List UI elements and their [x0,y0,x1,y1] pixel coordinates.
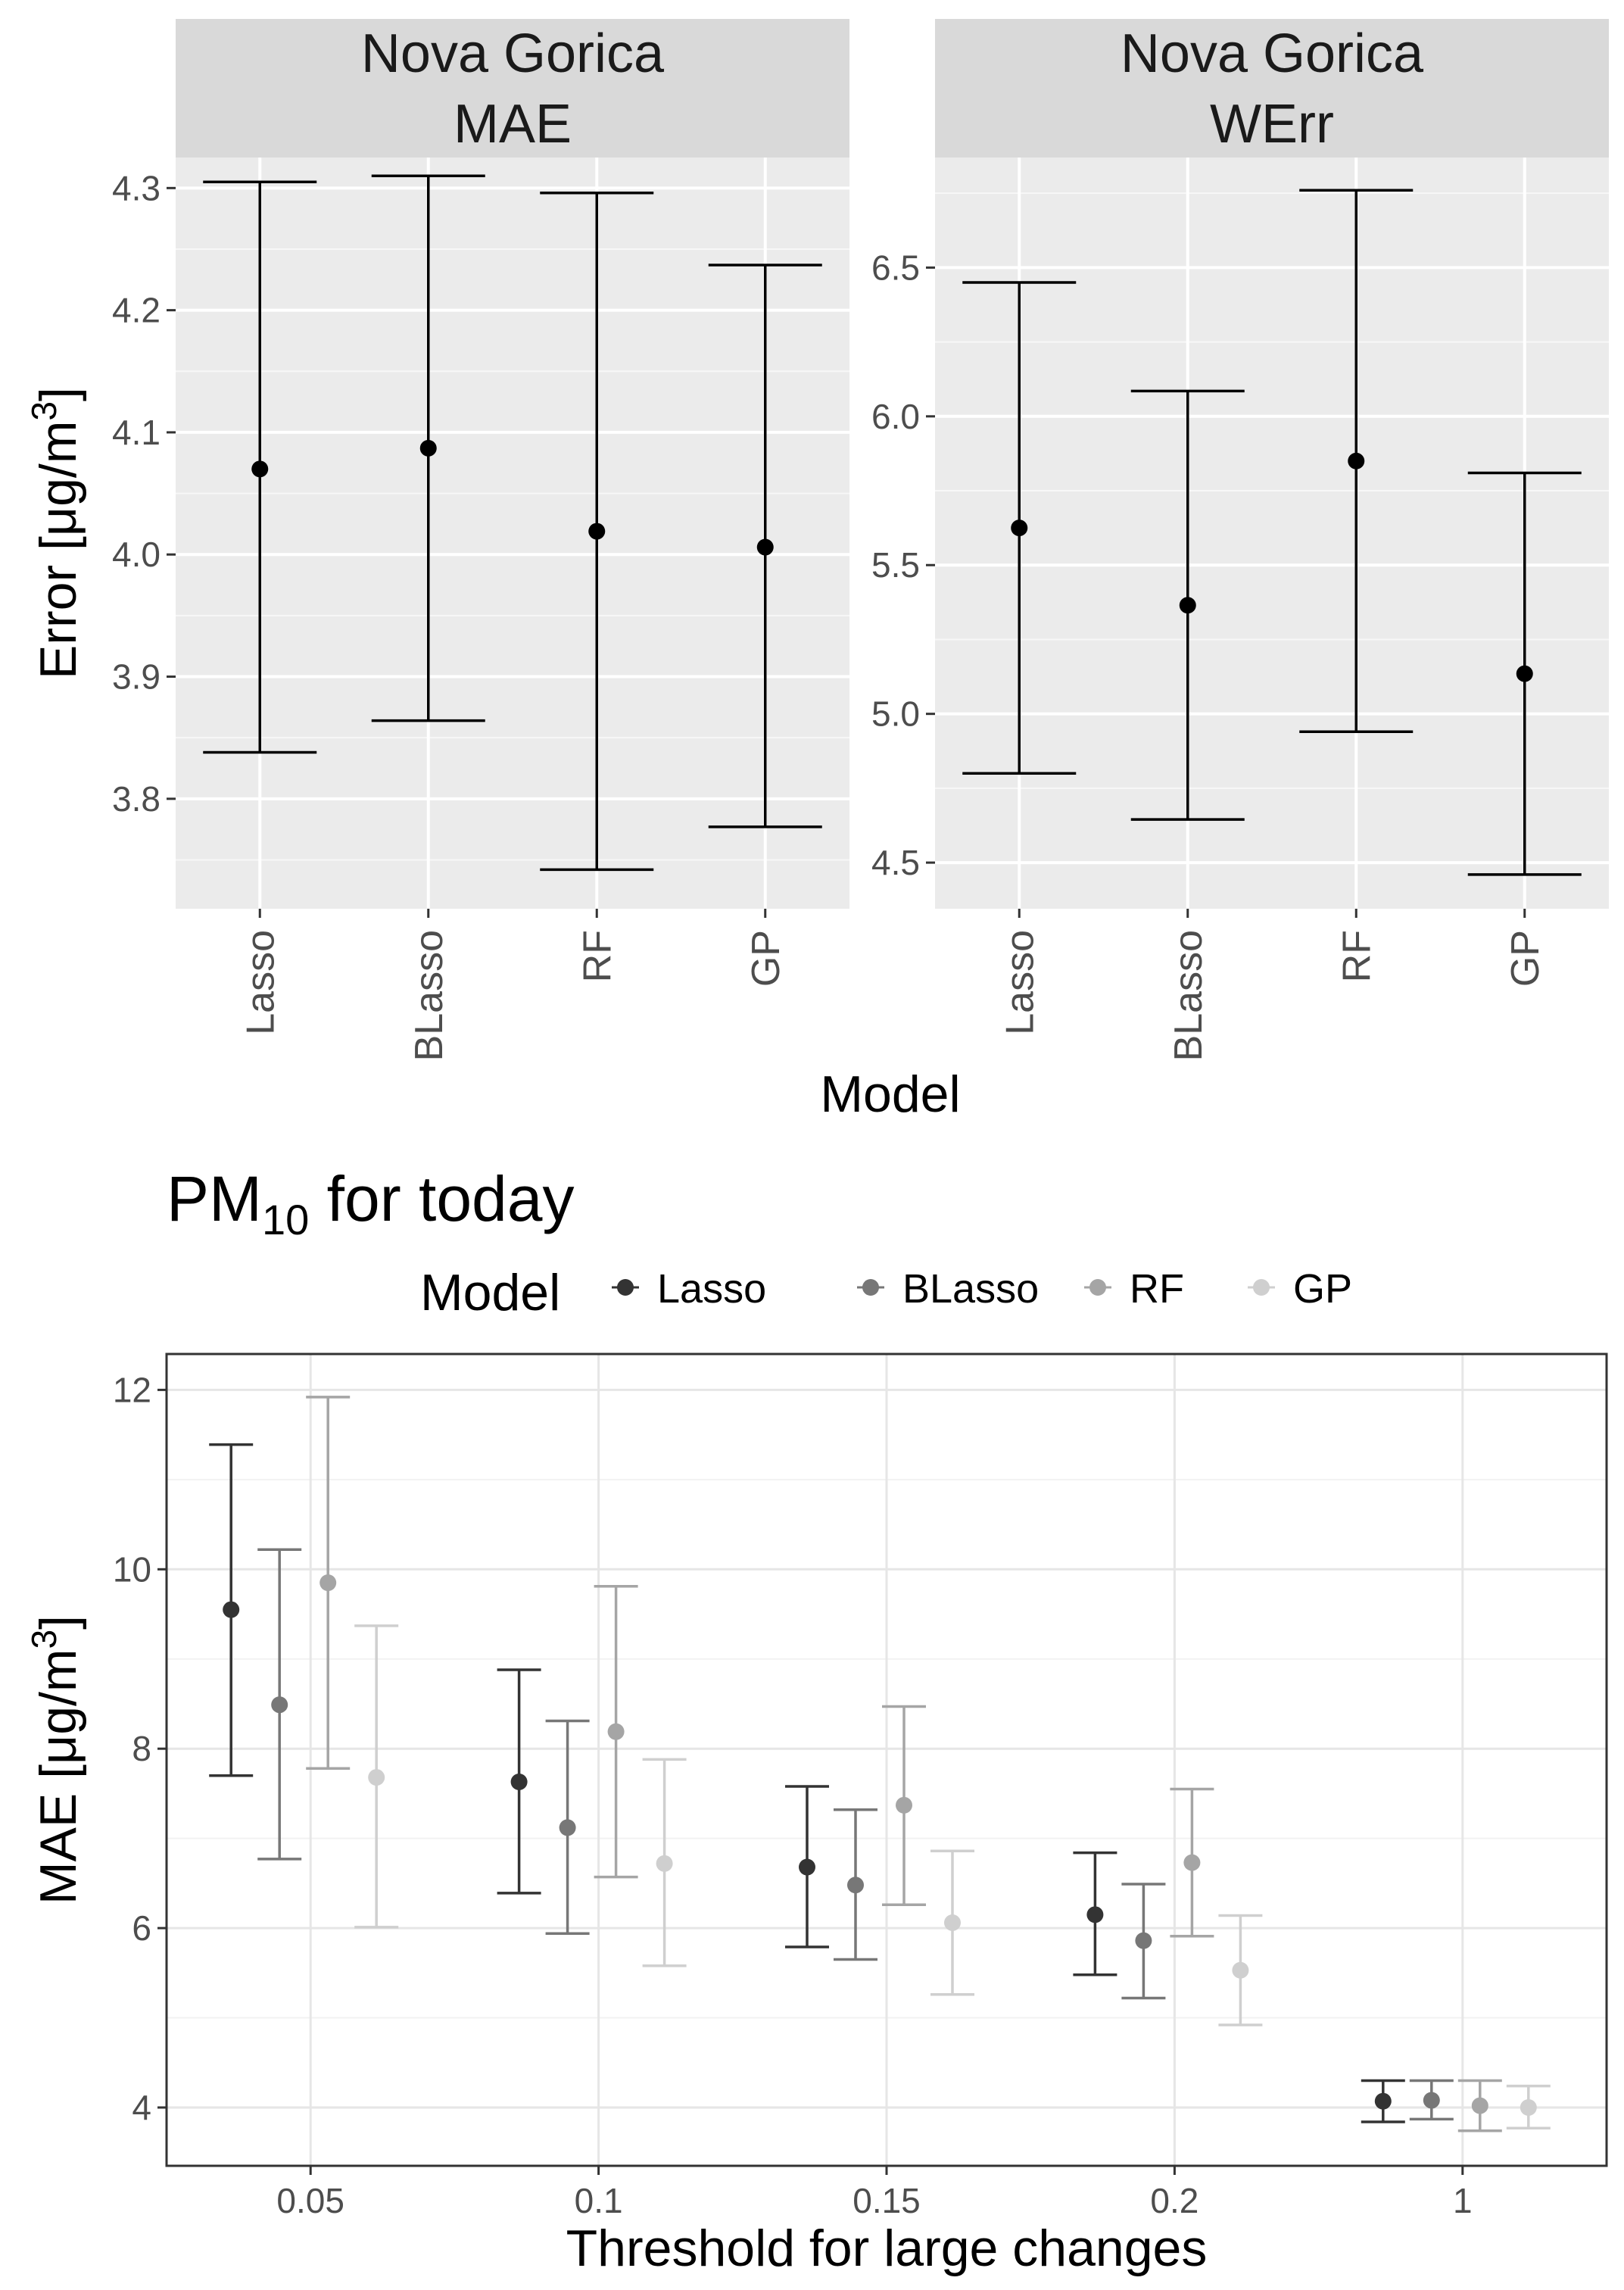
x-tick-label: Lasso [998,930,1042,1035]
mean-point [799,1858,815,1876]
y-tick-label: 6.0 [871,397,920,436]
mean-point [1516,665,1533,682]
mean-point [1232,1961,1249,1979]
mean-point [251,460,269,478]
mean-point [1183,1854,1201,1871]
y-tick-label: 4 [132,2088,151,2127]
legend-key-point [1089,1279,1106,1296]
mean-point [1374,2092,1392,2110]
y-tick-label: 4.5 [871,843,920,882]
mean-point [1348,452,1365,470]
mean-point [223,1601,240,1618]
mean-point [1011,519,1028,537]
plot-title: PM10 for today [167,1163,575,1243]
y-axis-title-end: ] [30,387,87,401]
y-axis-title-end: ] [30,1615,87,1630]
mean-point [756,538,774,556]
y-axis-title-main: MAE [μg/m [30,1649,87,1905]
y-tick-label: 3.9 [112,657,161,697]
x-axis-title: Threshold for large changes [566,2220,1208,2277]
panel-background [176,158,849,909]
x-tick-label: 0.1 [575,2181,623,2220]
y-tick-label: 5.5 [871,545,920,585]
facet-strip [935,19,1609,158]
facet-strip-metric: MAE [454,94,572,154]
mean-point [510,1774,528,1791]
y-tick-label: 4.2 [112,291,161,330]
legend-title: Model [420,1264,560,1321]
y-tick-label: 12 [113,1370,151,1409]
mean-point [1179,597,1196,614]
x-tick-label: GP [1504,930,1548,987]
x-tick-label: BLasso [1167,930,1211,1061]
mean-point [271,1696,288,1714]
mean-point [588,523,606,540]
mean-point [607,1723,625,1740]
mean-point [419,439,437,457]
legend-label: Lasso [657,1266,766,1312]
x-axis-title: Model [820,1065,960,1123]
plot-title-end: for today [309,1163,574,1234]
mean-point [896,1796,912,1814]
mean-point [1520,2099,1537,2117]
mean-point [944,1914,961,1931]
y-tick-label: 3.8 [112,779,161,819]
mean-point [656,1855,673,1872]
facet-strip-metric: WErr [1210,94,1334,154]
y-axis-title: Error [μg/m3] [24,387,87,679]
y-tick-label: 6.5 [871,248,920,287]
y-axis-title-main: Error [μg/m [30,421,87,679]
plot-title-main: PM [167,1163,262,1234]
mean-point [847,1877,864,1894]
legend-key-point [617,1279,634,1296]
legend-label: GP [1293,1266,1352,1312]
x-tick-label: 1 [1453,2181,1473,2220]
y-tick-label: 6 [132,1908,151,1948]
x-tick-label: BLasso [407,930,451,1061]
y-tick-label: 4.0 [112,535,161,574]
y-tick-label: 8 [132,1729,151,1768]
y-axis-title-superscript: 3 [24,401,64,421]
y-axis-title-superscript: 3 [24,1630,64,1649]
panel-background [935,158,1609,909]
facet-strip-label: Nova Gorica [1121,23,1424,84]
y-tick-label: 10 [113,1549,151,1589]
x-tick-label: RF [575,930,619,982]
legend-label: BLasso [902,1266,1039,1312]
mean-point [320,1574,337,1592]
mean-point [1135,1932,1152,1949]
y-tick-label: 4.1 [112,413,161,452]
y-tick-label: 4.3 [112,168,161,207]
x-tick-label: 0.2 [1150,2181,1199,2220]
mean-point [368,1769,385,1786]
x-tick-label: GP [744,930,788,987]
facet-strip-label: Nova Gorica [361,23,665,84]
mean-point [1471,2097,1488,2114]
x-tick-label: 0.05 [276,2181,344,2220]
facet-strip [176,19,849,158]
y-axis-title: MAE [μg/m3] [24,1615,87,1905]
x-tick-label: 0.15 [853,2181,921,2220]
legend-key-point [862,1279,879,1296]
legend-label: RF [1130,1266,1184,1312]
panel-border [165,1352,1608,2167]
mean-point [1423,2092,1440,2109]
mean-point [1086,1906,1104,1923]
x-tick-label: Lasso [238,930,282,1035]
plot-title-subscript: 10 [262,1196,309,1243]
legend-key-point [1253,1279,1270,1296]
mean-point [559,1819,576,1836]
x-tick-label: RF [1335,930,1379,982]
y-tick-label: 5.0 [871,694,920,734]
